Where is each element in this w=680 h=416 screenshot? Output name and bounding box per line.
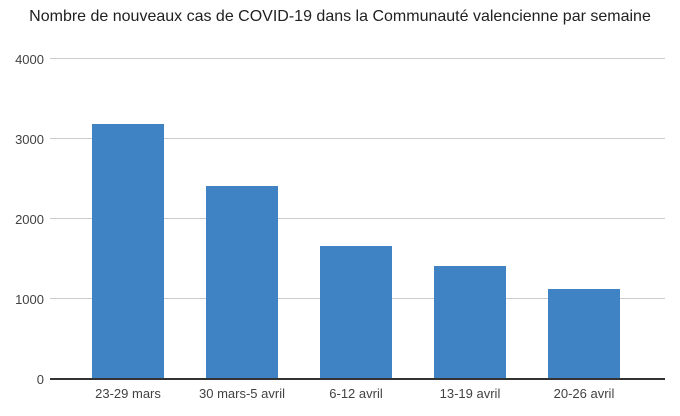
chart-title: Nombre de nouveaux cas de COVID-19 dans … (29, 8, 651, 25)
x-tick-label: 23-29 mars (95, 386, 161, 401)
y-tick-label: 3000 (15, 132, 44, 147)
bars-row (71, 59, 641, 379)
bar (92, 123, 164, 379)
y-tick-label: 2000 (15, 212, 44, 227)
y-tick-label: 4000 (15, 52, 44, 67)
plot-area (50, 58, 665, 380)
bar-slot (71, 59, 185, 379)
bar-slot (185, 59, 299, 379)
bar-slot (527, 59, 641, 379)
bar (548, 289, 620, 379)
gridline (50, 58, 665, 59)
bar-slot (413, 59, 527, 379)
gridline (50, 138, 665, 139)
bar (434, 266, 506, 379)
x-tick-label: 20-26 avril (553, 386, 615, 401)
bar-slot (299, 59, 413, 379)
bar (206, 186, 278, 379)
x-tick-label: 30 mars-5 avril (199, 386, 285, 401)
y-tick-label: 1000 (15, 292, 44, 307)
bar (320, 246, 392, 379)
y-tick-label: 0 (36, 372, 44, 387)
x-tick-label: 6-12 avril (329, 386, 383, 401)
gridline (50, 218, 665, 219)
x-tick-label: 13-19 avril (439, 386, 501, 401)
x-axis: 23-29 mars 30 mars-5 avril 6-12 avril 13-19… (71, 386, 641, 401)
x-axis-line (50, 378, 665, 380)
